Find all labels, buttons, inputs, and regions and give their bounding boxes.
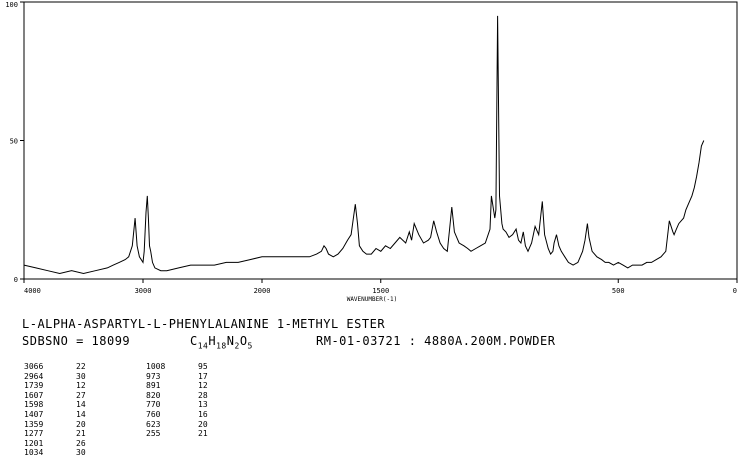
peak-intensity: 16 — [198, 409, 208, 419]
peak-wavenumber: 1407 — [24, 409, 44, 419]
peak-row: 973 17 — [146, 372, 218, 382]
peak-wavenumber: 760 — [146, 409, 161, 419]
peak-row: 1407 14 — [24, 410, 96, 420]
peak-wavenumber: 1739 — [24, 381, 44, 391]
y-tick-label: 0 — [14, 276, 18, 284]
spectrum-trace — [23, 15, 705, 275]
molecular-formula: C14H18N2O5 — [190, 334, 253, 351]
x-tick-label: 4000 — [24, 287, 41, 295]
peak-table-column-2: 1008 95 973 17 891 12 820 28 770 13 760 16 623 20 255 2… — [146, 362, 218, 439]
peak-wavenumber: 770 — [146, 400, 161, 410]
peak-wavenumber: 623 — [146, 419, 161, 429]
peak-row: 1359 20 — [24, 420, 96, 430]
peak-row: 1201 26 — [24, 439, 96, 449]
peak-wavenumber: 1598 — [24, 400, 44, 410]
peak-intensity: 21 — [76, 429, 86, 439]
peak-wavenumber: 891 — [146, 381, 161, 391]
peak-intensity: 21 — [198, 429, 208, 439]
peak-wavenumber: 1277 — [24, 429, 44, 439]
x-tick-label: 0 — [733, 287, 737, 295]
x-tick-label: 3000 — [135, 287, 152, 295]
peak-intensity: 22 — [76, 362, 86, 371]
peak-wavenumber: 1034 — [24, 448, 44, 458]
peak-row: 255 21 — [146, 429, 218, 439]
peak-intensity: 28 — [198, 390, 208, 400]
peak-intensity: 30 — [76, 371, 86, 381]
record-id: RM-01-03721 : 4880A.200M.POWDER — [316, 334, 556, 348]
peak-row: 820 28 — [146, 391, 218, 401]
peak-row: 1034 30 — [24, 448, 96, 458]
peak-wavenumber: 973 — [146, 371, 161, 381]
x-tick-label: 500 — [612, 287, 625, 295]
sample-info: SDBSNO = 18099 C14H18N2O5 RM-01-03721 : 48… — [22, 334, 555, 350]
peak-wavenumber: 820 — [146, 390, 161, 400]
peak-row: 891 12 — [146, 381, 218, 391]
peak-row: 760 16 — [146, 410, 218, 420]
peak-intensity: 20 — [76, 419, 86, 429]
compound-name: L-ALPHA-ASPARTYL-L-PHENYLALANINE 1-METHY… — [22, 317, 386, 331]
peak-row: 3066 22 — [24, 362, 96, 372]
sdbs-number: SDBSNO = 18099 — [22, 334, 131, 348]
peak-wavenumber: 1607 — [24, 390, 44, 400]
peak-wavenumber: 1359 — [24, 419, 44, 429]
y-tick-label: 100 — [5, 1, 18, 9]
peak-wavenumber: 2964 — [24, 371, 44, 381]
peak-table-column-1: 3066 22 2964 30 1739 12 1607 27 1598 14 1407 14 1359… — [24, 362, 96, 458]
peak-intensity: 17 — [198, 371, 208, 381]
peak-intensity: 14 — [76, 400, 86, 410]
x-tick-label: 2000 — [254, 287, 271, 295]
peak-intensity: 12 — [198, 381, 208, 391]
peak-wavenumber: 1201 — [24, 438, 44, 448]
peak-intensity: 13 — [198, 400, 208, 410]
plot-frame — [23, 1, 738, 280]
peak-wavenumber: 1008 — [146, 362, 166, 371]
peak-wavenumber: 255 — [146, 429, 161, 439]
peak-row: 1277 21 — [24, 429, 96, 439]
peak-row: 770 13 — [146, 400, 218, 410]
peak-intensity: 12 — [76, 381, 86, 391]
x-axis-label: WAVENUMBER(-1) — [347, 296, 398, 303]
peak-row: 1607 27 — [24, 391, 96, 401]
peak-row: 1008 95 — [146, 362, 218, 372]
peak-wavenumber: 3066 — [24, 362, 44, 371]
peak-row: 1598 14 — [24, 400, 96, 410]
peak-row: 2964 30 — [24, 372, 96, 382]
peak-intensity: 14 — [76, 409, 86, 419]
x-tick-label: 1500 — [372, 287, 389, 295]
peak-intensity: 26 — [76, 438, 86, 448]
y-tick-label: 50 — [10, 138, 18, 146]
peak-row: 623 20 — [146, 420, 218, 430]
peak-intensity: 30 — [76, 448, 86, 458]
peak-intensity: 27 — [76, 390, 86, 400]
peak-row: 1739 12 — [24, 381, 96, 391]
peak-intensity: 20 — [198, 419, 208, 429]
peak-intensity: 95 — [198, 362, 208, 371]
